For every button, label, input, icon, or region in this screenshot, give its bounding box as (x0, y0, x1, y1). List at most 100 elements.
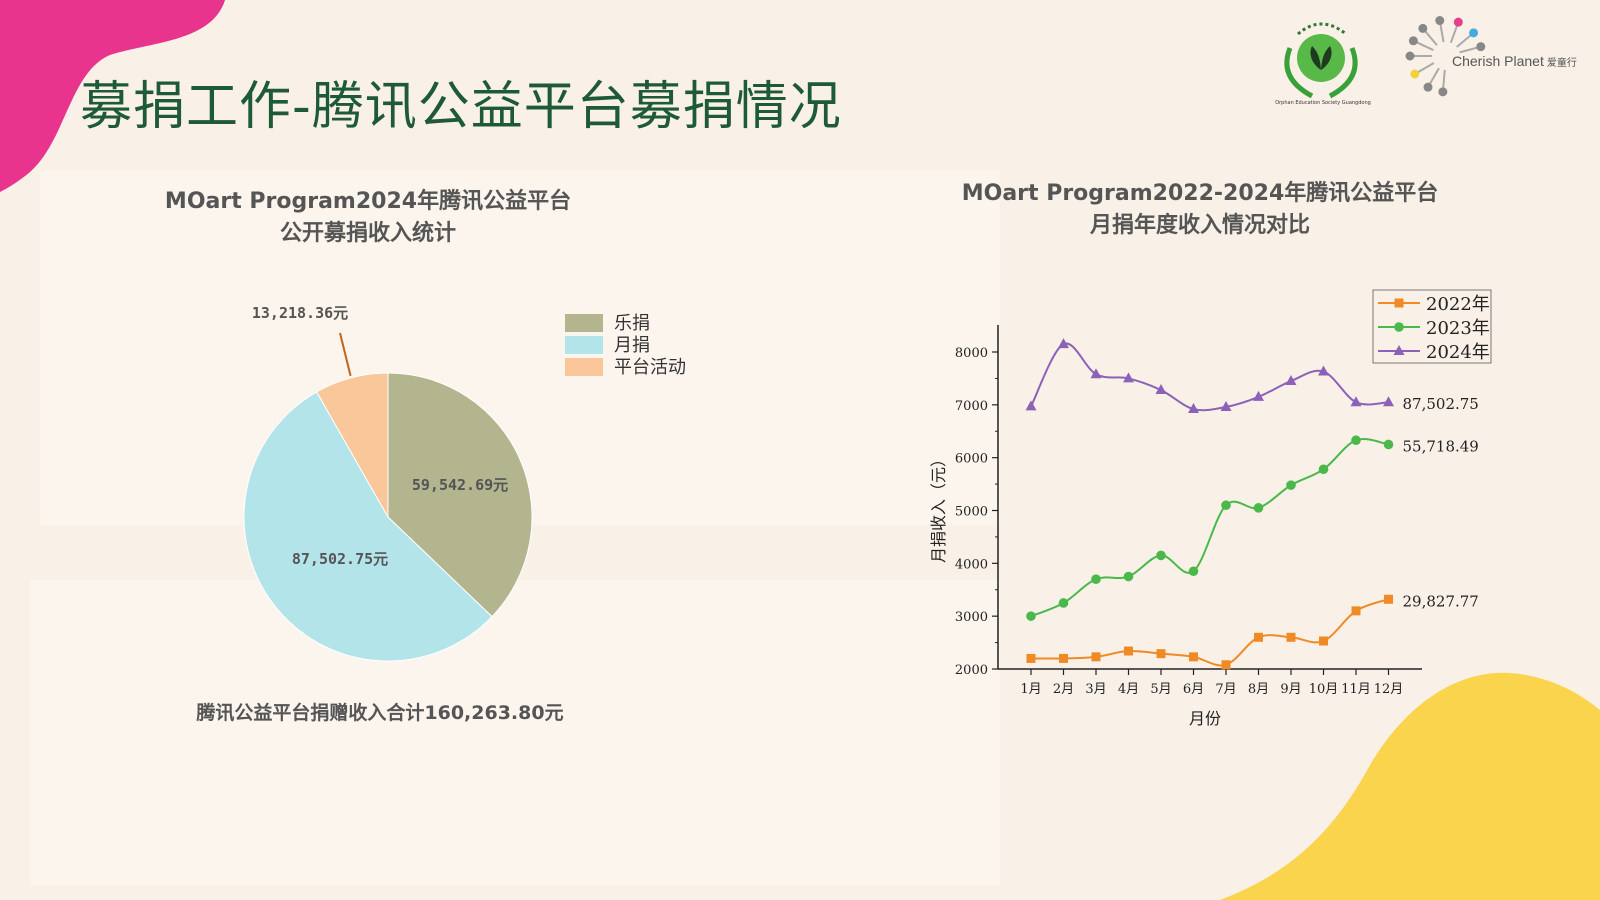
line-legend-marker-2024年 (1393, 345, 1405, 355)
series-line-2024年 (1030, 342, 1389, 412)
cherish-dot-5 (1410, 69, 1420, 79)
point-2022年-5月 (1156, 649, 1166, 659)
y-axis-label: 月捐收入（元） (929, 451, 948, 563)
point-2023年-6月 (1188, 566, 1199, 577)
cherish-dot-0 (1453, 17, 1463, 27)
y-tick-label-5000: 5000 (955, 505, 988, 520)
line-legend-label-2023年: 2023年 (1426, 318, 1490, 339)
pie-slice-3 (315, 372, 389, 519)
point-2024年-10月 (1318, 365, 1329, 376)
x-tick-label-4: 4月 (1118, 682, 1139, 697)
page-title: 募捐工作-腾讯公益平台募捐情况 (80, 77, 842, 137)
point-2022年-3月 (1091, 652, 1101, 662)
line-legend-label-2024年: 2024年 (1426, 342, 1490, 363)
point-2022年-4月 (1124, 646, 1133, 656)
y-tick-label-2000: 2000 (955, 663, 988, 678)
orphan-society-logo-text: Orphan Education Society Guangdong (1275, 100, 1371, 106)
point-2024年-9月 (1285, 375, 1297, 386)
point-2024年-7月 (1220, 400, 1232, 411)
x-tick-label-6: 6月 (1183, 682, 1204, 697)
series-end-label-2024年: 87,502.75 (1403, 395, 1479, 413)
y-tick-label-6000: 6000 (955, 452, 988, 467)
pie-legend-swatch-1 (565, 314, 603, 332)
x-tick-label-12: 12月 (1374, 682, 1404, 697)
pie-data-label-3: 13,218.36元 (252, 304, 348, 322)
pie-data-label-2: 87,502.75元 (292, 550, 388, 568)
cherish-planet-cn-name: 爱童行 (1546, 58, 1577, 69)
pie-legend-swatch-2 (565, 336, 603, 354)
x-tick-label-11: 11月 (1341, 682, 1371, 697)
pie-chart-title-line-1: MOart Program2024年腾讯公益平台 (164, 189, 572, 214)
pie-legend-swatch-3 (565, 358, 603, 376)
cherish-planet-wordmark: Cherish Planet 爱童行 (1452, 53, 1577, 69)
cherish-dot-8 (1469, 28, 1479, 38)
line-chart-title-line-2: 月捐年度收入情况对比 (1089, 213, 1310, 238)
point-2024年-11月 (1350, 396, 1362, 407)
cherish-dot-7 (1438, 87, 1448, 97)
point-2023年-7月 (1221, 500, 1231, 511)
point-2023年-1月 (1026, 611, 1036, 621)
point-2022年-9月 (1286, 632, 1296, 642)
yellow-corner-blob (1220, 672, 1600, 900)
point-2024年-4月 (1123, 372, 1134, 383)
pie-slice-1 (387, 372, 533, 618)
series-line-2023年 (1030, 438, 1389, 618)
x-tick-label-3: 3月 (1085, 682, 1106, 697)
point-2022年-2月 (1059, 653, 1068, 663)
series-end-label-2022年: 29,827.77 (1403, 592, 1479, 610)
point-2023年-11月 (1351, 435, 1361, 446)
pie-chart-title: MOart Program2024年腾讯公益平台 公开募捐收入统计 (148, 186, 588, 250)
cherish-dot-3 (1408, 36, 1418, 46)
point-2023年-9月 (1286, 480, 1296, 490)
point-2024年-1月 (1025, 400, 1037, 411)
x-tick-label-7: 7月 (1215, 682, 1236, 697)
point-2023年-12月 (1383, 439, 1394, 450)
x-tick-label-10: 10月 (1309, 682, 1339, 697)
point-2024年-6月 (1188, 403, 1199, 414)
point-2022年-6月 (1189, 652, 1198, 662)
point-2022年-7月 (1221, 660, 1231, 670)
point-2023年-2月 (1058, 598, 1069, 608)
line-legend-label-2022年: 2022年 (1426, 294, 1490, 315)
point-2023年-10月 (1318, 464, 1329, 475)
point-2024年-5月 (1155, 384, 1167, 395)
y-tick-label-8000: 8000 (955, 346, 988, 361)
pie-data-label-1: 59,542.69元 (412, 476, 508, 494)
cherish-dot-6 (1423, 82, 1433, 92)
point-2023年-3月 (1091, 574, 1101, 584)
pie-chart: 59,542.69元 87,502.75元 13,218.36元乐捐月捐平台活动 (243, 304, 686, 662)
pie-chart-title-line-2: 公开募捐收入统计 (279, 221, 456, 246)
point-2024年-3月 (1090, 368, 1102, 379)
point-2022年-1月 (1026, 653, 1036, 663)
point-2023年-8月 (1253, 503, 1264, 513)
cherish-dot-2 (1418, 23, 1428, 33)
cherish-planet-name: Cherish Planet (1452, 53, 1544, 69)
point-2022年-10月 (1319, 636, 1328, 646)
x-axis-label: 月份 (1189, 709, 1221, 728)
line-legend-box (1372, 289, 1492, 364)
point-2023年-4月 (1123, 571, 1134, 582)
series-line-2022年 (1030, 598, 1389, 667)
pie-legend-label-2: 月捐 (614, 335, 650, 356)
pie-legend-label-3: 平台活动 (614, 357, 686, 378)
x-tick-label-2: 2月 (1053, 682, 1074, 697)
point-2022年-12月 (1384, 594, 1393, 604)
line-chart-title-line-1: MOart Program2022-2024年腾讯公益平台 (961, 181, 1439, 206)
point-2024年-12月 (1383, 396, 1394, 407)
cherish-dot-9 (1476, 42, 1486, 52)
cherish-dot-4 (1405, 51, 1415, 61)
x-tick-label-5: 5月 (1150, 682, 1171, 697)
line-legend-marker-2022年 (1394, 298, 1404, 308)
total-donation-note: 腾讯公益平台捐赠收入合计160,263.80元 (196, 702, 564, 724)
point-2023年-5月 (1156, 550, 1166, 561)
point-2022年-8月 (1254, 632, 1263, 642)
point-2024年-8月 (1253, 390, 1264, 401)
y-tick-label-4000: 4000 (955, 557, 988, 572)
pie-slice-2 (243, 391, 493, 662)
point-2024年-2月 (1058, 338, 1069, 349)
pie-legend-label-1: 乐捐 (614, 313, 650, 334)
line-chart-title: MOart Program2022-2024年腾讯公益平台 月捐年度收入情况对比 (930, 178, 1470, 242)
line-legend-marker-2023年 (1394, 322, 1404, 332)
y-tick-label-7000: 7000 (955, 399, 988, 414)
cherish-dot-1 (1435, 16, 1445, 26)
